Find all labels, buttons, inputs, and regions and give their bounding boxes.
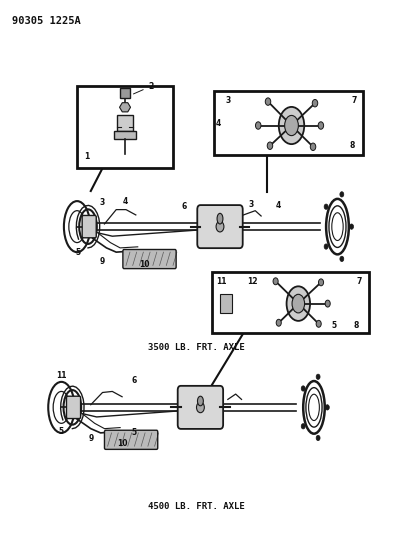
Text: 11: 11: [56, 371, 67, 380]
Text: 9: 9: [100, 257, 105, 265]
Ellipse shape: [286, 286, 310, 321]
Text: 5: 5: [131, 429, 136, 438]
Text: 4: 4: [123, 197, 128, 206]
Text: 3: 3: [226, 96, 231, 105]
Bar: [214, 91, 363, 155]
Text: 10: 10: [140, 261, 150, 269]
Ellipse shape: [276, 319, 281, 326]
Text: 6: 6: [131, 376, 136, 385]
FancyBboxPatch shape: [66, 396, 81, 418]
Ellipse shape: [279, 107, 304, 144]
Ellipse shape: [285, 116, 298, 135]
Ellipse shape: [312, 100, 318, 107]
Text: 4: 4: [216, 119, 221, 128]
Text: 11: 11: [216, 277, 227, 286]
Ellipse shape: [301, 424, 305, 429]
Ellipse shape: [340, 256, 344, 262]
Bar: [117, 115, 133, 131]
Text: 8: 8: [354, 321, 359, 329]
Text: 1: 1: [223, 207, 228, 216]
Text: 4: 4: [276, 201, 281, 210]
Text: 2: 2: [134, 82, 154, 94]
FancyBboxPatch shape: [178, 386, 223, 429]
Ellipse shape: [292, 294, 305, 313]
Ellipse shape: [316, 320, 321, 327]
Text: 5: 5: [332, 321, 337, 329]
Bar: [120, 88, 130, 98]
Ellipse shape: [267, 142, 273, 149]
Text: 3: 3: [249, 200, 254, 209]
Ellipse shape: [301, 386, 305, 391]
Ellipse shape: [325, 300, 330, 307]
Ellipse shape: [316, 435, 320, 441]
Ellipse shape: [216, 221, 224, 232]
Ellipse shape: [318, 279, 323, 286]
Text: 10: 10: [117, 439, 127, 448]
Ellipse shape: [196, 402, 204, 413]
Ellipse shape: [325, 405, 329, 410]
Text: 12: 12: [248, 277, 258, 286]
Ellipse shape: [217, 213, 223, 224]
FancyBboxPatch shape: [82, 215, 96, 238]
Bar: [114, 131, 136, 139]
Text: 4500 LB. FRT. AXLE: 4500 LB. FRT. AXLE: [148, 502, 245, 511]
FancyBboxPatch shape: [105, 430, 158, 449]
FancyBboxPatch shape: [197, 205, 243, 248]
Text: 7: 7: [356, 277, 362, 286]
Polygon shape: [119, 103, 130, 112]
Text: 3: 3: [99, 198, 105, 207]
Ellipse shape: [273, 278, 278, 285]
Text: 7: 7: [351, 96, 356, 105]
Ellipse shape: [318, 122, 323, 129]
Ellipse shape: [324, 204, 328, 209]
Ellipse shape: [350, 224, 354, 229]
Text: 1: 1: [84, 151, 89, 160]
FancyBboxPatch shape: [123, 249, 176, 269]
Text: 5: 5: [59, 427, 64, 436]
Ellipse shape: [340, 192, 344, 197]
Ellipse shape: [310, 143, 316, 150]
Bar: [212, 272, 369, 333]
Text: 8: 8: [349, 141, 354, 150]
Text: 3500 LB. FRT. AXLE: 3500 LB. FRT. AXLE: [148, 343, 245, 352]
Text: 5: 5: [205, 205, 210, 214]
Text: 6: 6: [181, 202, 187, 211]
Text: 9: 9: [88, 434, 94, 443]
Ellipse shape: [316, 374, 320, 379]
Text: 90305 1225A: 90305 1225A: [13, 15, 81, 26]
Ellipse shape: [265, 98, 271, 106]
Bar: [77, 86, 173, 168]
Text: 5: 5: [76, 248, 81, 257]
Ellipse shape: [324, 244, 328, 249]
Bar: [220, 294, 232, 313]
Ellipse shape: [255, 122, 261, 129]
Ellipse shape: [197, 396, 203, 406]
